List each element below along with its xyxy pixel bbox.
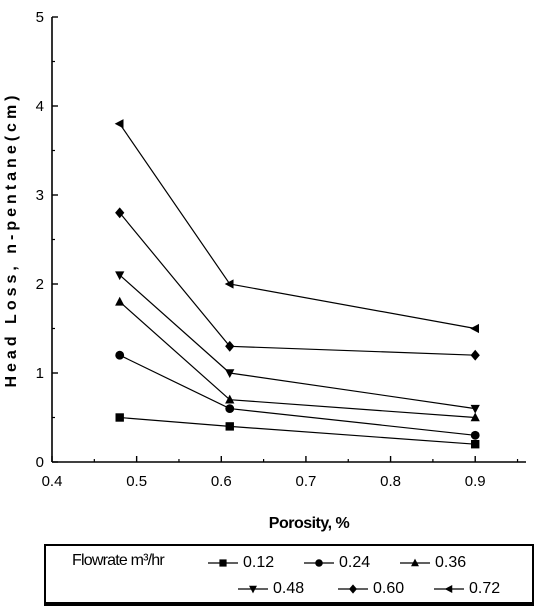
data-point-0.48 [470, 404, 480, 414]
data-point-0.60 [470, 349, 480, 361]
legend-title: Flowrate m³/hr [72, 552, 165, 569]
legend-marker [219, 559, 227, 567]
x-tick-label: 0.9 [465, 473, 486, 490]
legend-item-0.60: 0.60 [336, 576, 404, 602]
y-tick-label: 0 [36, 454, 44, 471]
data-point-0.12 [471, 440, 480, 449]
data-point-0.72 [470, 323, 479, 334]
y-tick-label: 2 [36, 276, 44, 293]
x-tick-label: 0.8 [380, 473, 401, 490]
legend-symbol-0.72 [434, 585, 464, 593]
data-point-0.12 [115, 413, 124, 422]
data-point-0.72 [114, 119, 124, 129]
data-point-0.24 [115, 350, 125, 360]
legend-label: 0.36 [435, 554, 467, 571]
legend-item-0.48: 0.48 [236, 576, 304, 602]
data-point-0.36 [225, 394, 235, 404]
data-point-0.60 [115, 207, 125, 219]
legend-marker [349, 584, 357, 594]
x-tick-label: 0.5 [126, 473, 147, 490]
data-point-0.36 [470, 412, 480, 422]
y-tick-label: 4 [36, 98, 44, 115]
data-point-0.24 [470, 430, 480, 440]
legend-marker [411, 558, 419, 567]
series-line-0.12 [119, 416, 476, 445]
series-line-0.60 [119, 212, 476, 356]
legend-label: 0.48 [273, 580, 305, 597]
y-tick-label: 5 [36, 9, 44, 26]
legend-item-0.36: 0.36 [398, 550, 466, 576]
x-tick-label: 0.4 [42, 473, 63, 490]
series-line-0.72 [119, 123, 476, 330]
legend-item-0.24: 0.24 [302, 550, 370, 576]
legend-item-0.72: 0.72 [432, 576, 500, 602]
x-tick-label: 0.7 [295, 473, 316, 490]
x-tick-label: 0.6 [211, 473, 232, 490]
series-0.36 [115, 296, 480, 422]
chart: 0 1 2 3 4 5 0.4 0.5 0.6 0.7 0.8 0.9 Head Loss, n-pe… [3, 9, 526, 532]
legend-symbol-0.60 [338, 584, 368, 594]
legend-symbol-0.24 [304, 559, 334, 567]
legend-shadow [44, 602, 534, 606]
legend-label: 0.72 [469, 580, 501, 597]
axes: 0 1 2 3 4 5 0.4 0.5 0.6 0.7 0.8 0.9 [36, 9, 526, 490]
series-layer [114, 119, 480, 449]
series-0.72 [114, 119, 479, 334]
y-tick-label: 3 [36, 187, 44, 204]
legend-row-2: 0.48 0.60 0.72 [46, 576, 532, 602]
series-0.60 [115, 207, 480, 361]
data-point-0.12 [225, 422, 234, 431]
legend-item-0.12: 0.12 [206, 550, 274, 576]
legend-label: 0.60 [373, 580, 405, 597]
legend: Flowrate m³/hr 0.12 0.24 0.36 0.48 0.60 0.72 [44, 544, 534, 604]
y-tick-label: 1 [36, 365, 44, 382]
series-0.24 [115, 350, 480, 440]
series-0.12 [115, 413, 480, 449]
legend-symbol-0.12 [208, 559, 238, 567]
legend-marker [444, 585, 453, 593]
data-point-0.72 [224, 279, 234, 289]
legend-marker [315, 559, 323, 567]
data-point-0.48 [115, 271, 125, 281]
legend-label: 0.12 [243, 554, 275, 571]
series-line-0.24 [119, 354, 476, 436]
x-axis-label: Porosity, % [269, 515, 350, 532]
data-point-0.36 [115, 296, 125, 306]
series-line-0.48 [119, 274, 476, 410]
y-axis-label: Head Loss, n-pentane(cm) [3, 91, 20, 387]
legend-label: 0.24 [339, 554, 371, 571]
legend-row-1: Flowrate m³/hr 0.12 0.24 0.36 [46, 550, 532, 576]
data-point-0.48 [225, 369, 235, 379]
legend-symbol-0.36 [400, 558, 430, 567]
data-point-0.60 [225, 340, 235, 352]
legend-symbol-0.48 [238, 585, 268, 594]
data-point-0.24 [225, 404, 235, 414]
series-0.48 [115, 271, 480, 414]
legend-marker [249, 585, 257, 594]
